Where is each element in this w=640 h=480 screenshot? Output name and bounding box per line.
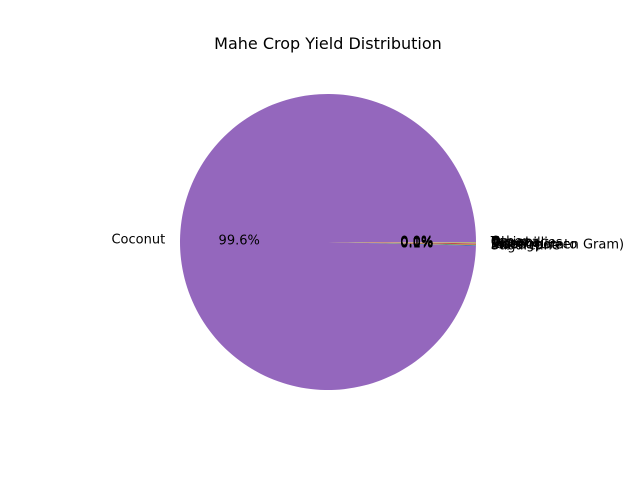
slice-percent-tapioca: 0.0% bbox=[400, 235, 433, 250]
slice-label-rice: Rice bbox=[491, 237, 519, 252]
slice-percent-dry-chillies: 0.0% bbox=[400, 235, 433, 250]
pie-slice-tapioca bbox=[328, 242, 476, 243]
pie-slice-rice bbox=[328, 242, 476, 245]
slice-label-sweet-potato: Sweet potato bbox=[491, 238, 577, 253]
pie-slice-coconut bbox=[180, 93, 477, 390]
slice-percent-coconut: 99.6% bbox=[219, 233, 260, 248]
pie-slice-dry-chillies bbox=[328, 242, 476, 244]
slice-label-banana: Banana bbox=[491, 236, 540, 251]
pie-slices bbox=[180, 93, 477, 390]
pie-labels: Coconut 99.6% Sugarcane 0.1% Sweet potato 0.0… bbox=[111, 232, 624, 253]
slice-percent-other: 0.0% bbox=[400, 235, 433, 250]
slice-label-sugarcane: Sugarcane bbox=[491, 238, 560, 253]
slice-percent-banana: 0.0% bbox=[400, 235, 433, 250]
slice-label-coconut: Coconut bbox=[111, 232, 165, 247]
slice-label-dry-chillies: Dry chillies bbox=[491, 236, 563, 251]
pie-slice-sugarcane bbox=[328, 242, 476, 246]
slice-percent-sweet-potato: 0.0% bbox=[400, 236, 433, 251]
slice-percent-moong-green-gram: 0.0% bbox=[400, 236, 433, 251]
pie-slice-sweet-potato bbox=[328, 242, 476, 246]
slice-label-other: Other bbox=[491, 235, 529, 250]
chart-title: Mahe Crop Yield Distribution bbox=[214, 34, 442, 53]
pie-slice-banana bbox=[328, 242, 476, 244]
slice-label-tapioca: Tapioca bbox=[490, 235, 540, 250]
slice-percent-rice: 0.1% bbox=[400, 236, 433, 251]
pie-slice-moong-green-gram bbox=[328, 242, 476, 245]
slice-percent-sugarcane: 0.1% bbox=[400, 237, 433, 252]
slice-label-moong-green-gram: Moong(Green Gram) bbox=[491, 237, 624, 252]
